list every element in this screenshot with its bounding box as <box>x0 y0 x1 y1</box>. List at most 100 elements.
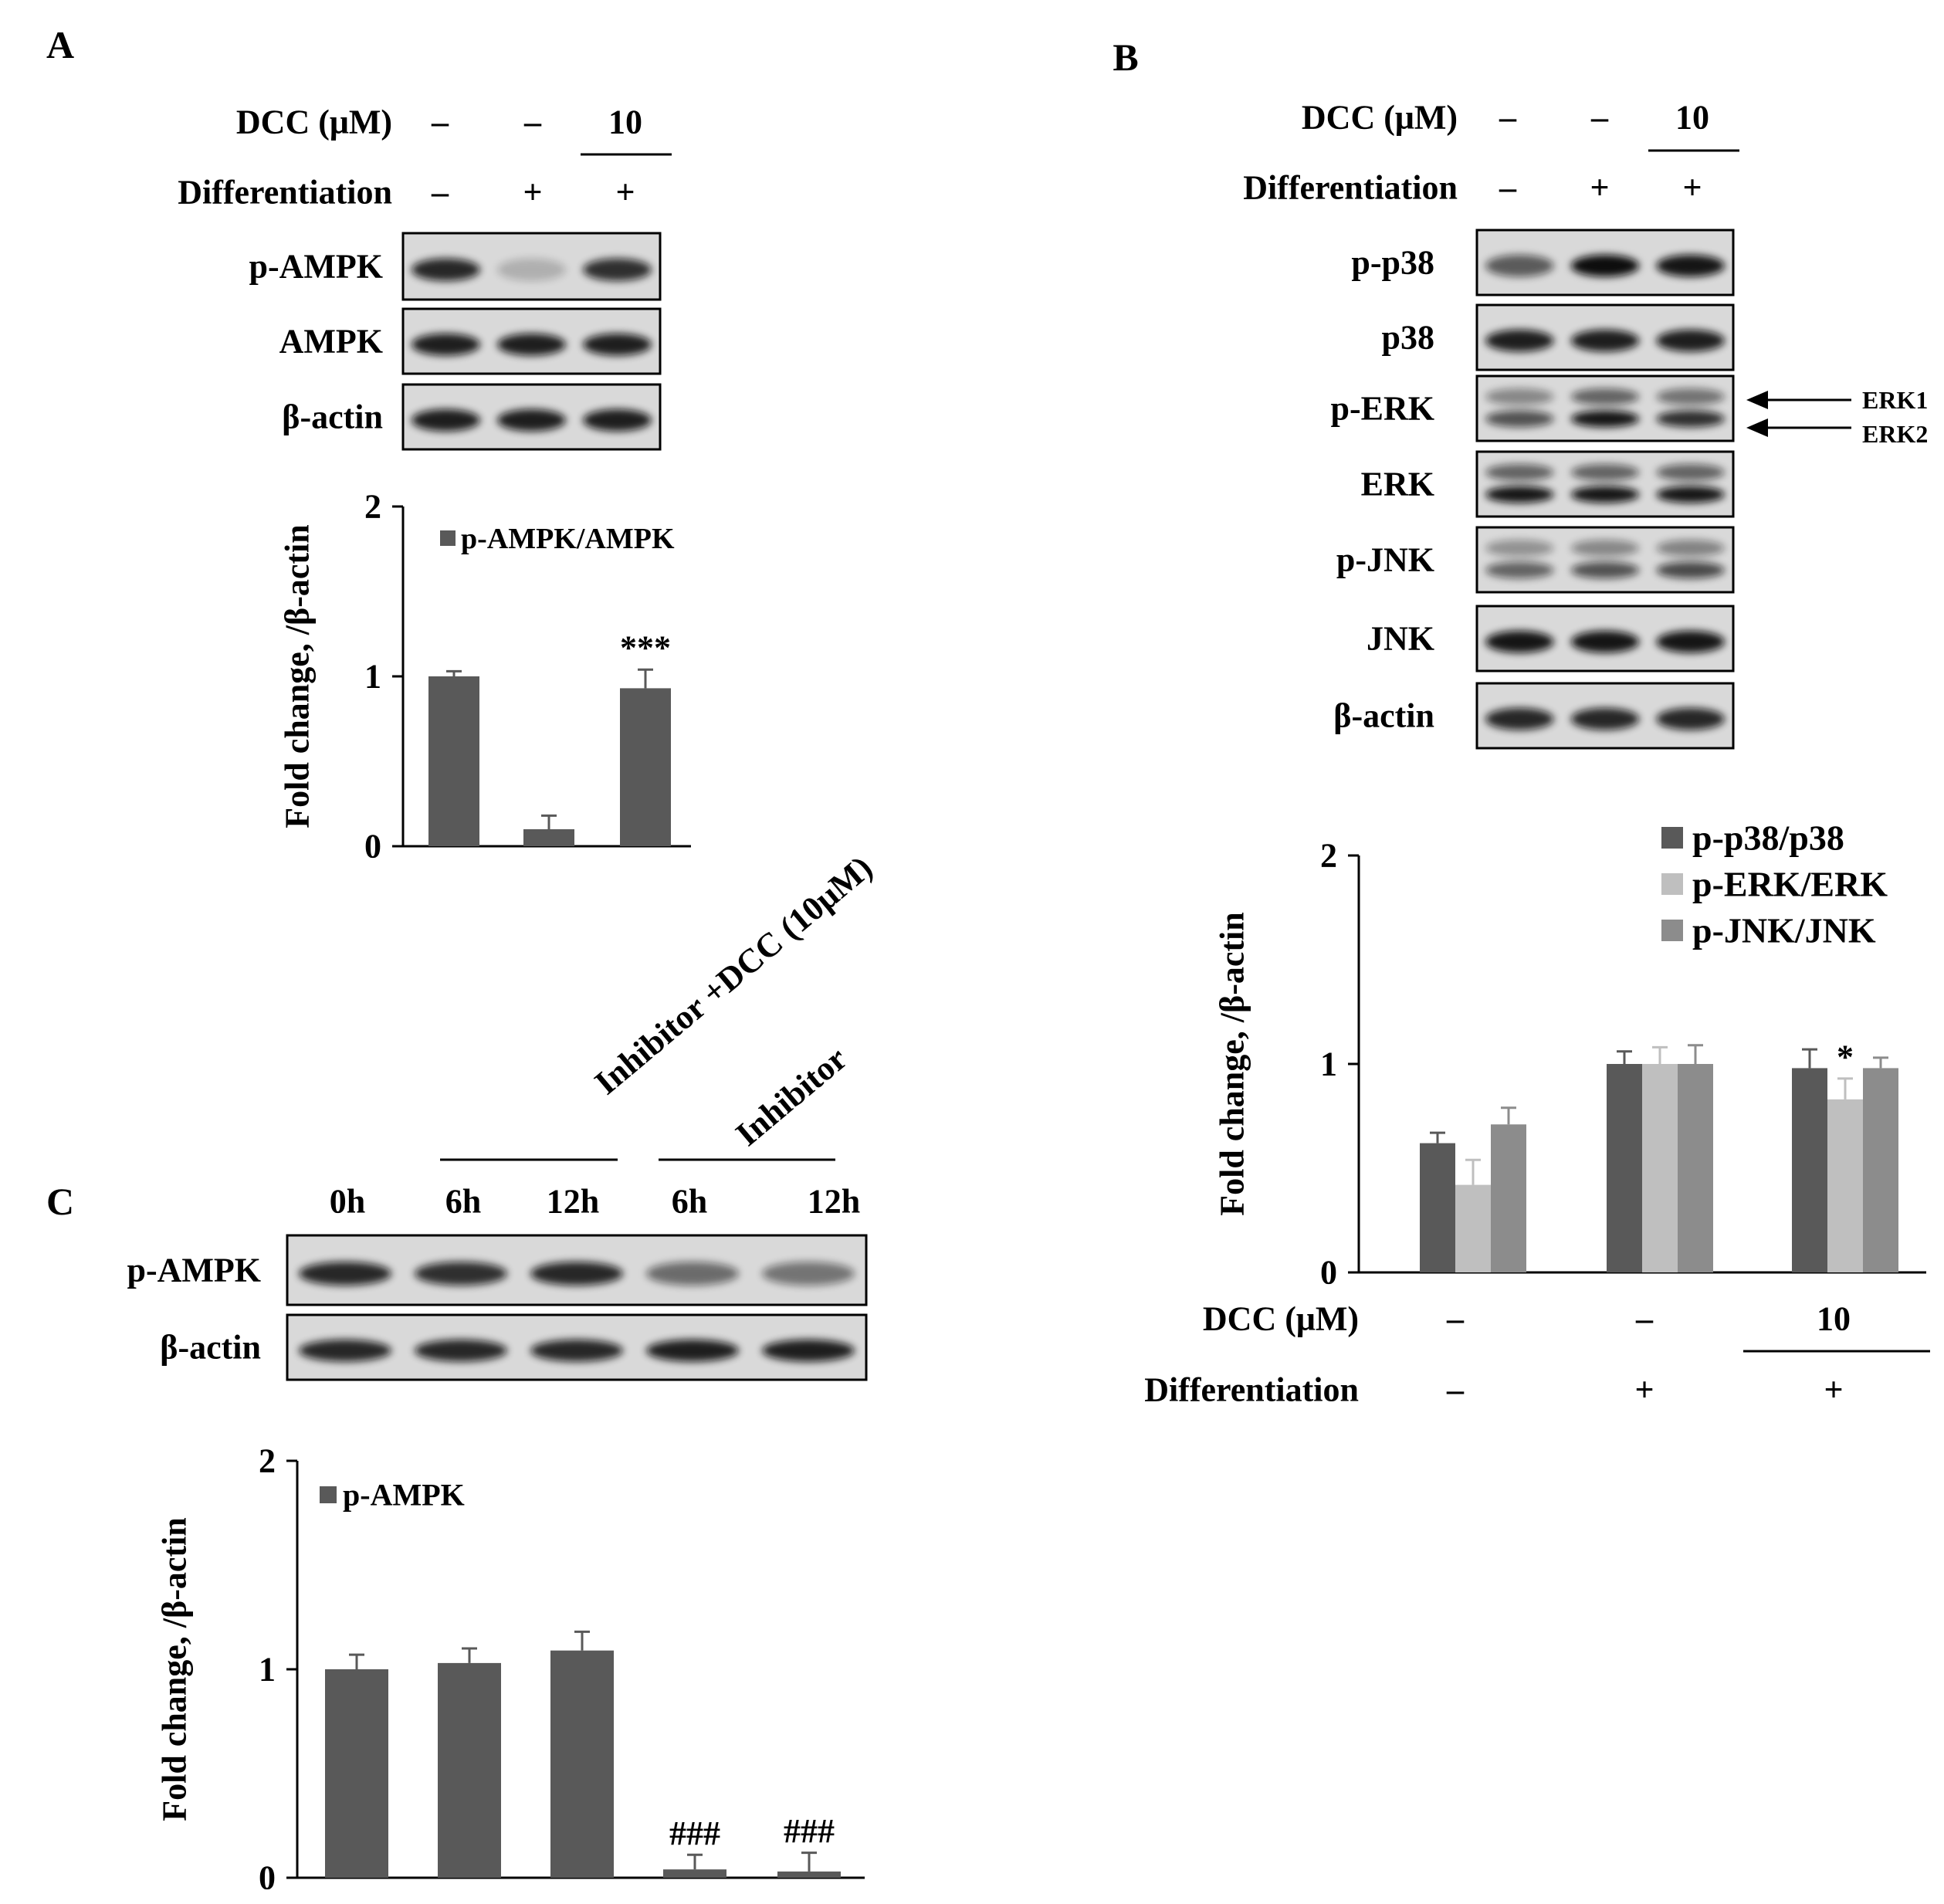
chart-b-dcc-value: – <box>1446 1300 1465 1338</box>
panel-b-diff-value: + <box>1590 169 1609 207</box>
panel-b-blot-pjnk-band <box>1485 539 1554 557</box>
panel-b-blot-actin-label: β-actin <box>1333 697 1434 735</box>
panel-b-blot-pjnk-label: p-JNK <box>1336 541 1434 579</box>
chart-c-y-axis-title: Fold change, /β-actin <box>156 1517 194 1821</box>
chart-b-diff-label: Differentiation <box>1144 1371 1359 1409</box>
panel-c-blot-pampk-band <box>530 1262 623 1286</box>
chart-c-legend-label: p-AMPK <box>343 1478 465 1513</box>
panel-a-diff-value: + <box>615 174 635 212</box>
chart-c-bar <box>438 1662 501 1878</box>
chart-b-legend-label: p-ERK/ERK <box>1692 865 1888 904</box>
chart-b-diff-value: + <box>1634 1371 1654 1409</box>
panel-b-blot-erk-band <box>1656 486 1725 503</box>
panel-a-letter: A <box>46 23 74 66</box>
chart-b-bar <box>1607 1064 1642 1272</box>
chart-a-y-axis-title: Fold change, /β-actin <box>279 524 317 828</box>
panel-a-dcc-value: – <box>431 103 449 141</box>
chart-c-bar <box>325 1669 388 1878</box>
chart-b-significance-label: * <box>1837 1038 1854 1076</box>
panel-b-blot-pp38-band <box>1656 254 1725 277</box>
panel-a-blot-actin-band <box>411 408 480 432</box>
erk-arrow-label: ERK2 <box>1862 420 1928 448</box>
chart-c-bar <box>663 1869 726 1878</box>
chart-b-diff-value: – <box>1446 1371 1465 1409</box>
panel-b-blot-perk-band <box>1485 388 1554 405</box>
panel-b-blot-p38-band <box>1485 329 1554 352</box>
panel-a-blot-pampk-band <box>411 258 480 281</box>
panel-c-lane-label: 6h <box>672 1183 707 1221</box>
chart-b-y-tick-label: 1 <box>1320 1045 1337 1083</box>
panel-c-lane-label: 0h <box>330 1183 365 1221</box>
panel-b-blot-erk-band <box>1485 463 1554 481</box>
chart-b-y-tick-label: 0 <box>1320 1254 1337 1292</box>
panel-b-blot-erk-box <box>1475 450 1735 518</box>
panel-b-dcc-value: – <box>1590 99 1609 137</box>
panel-b-blot-pjnk-band <box>1656 561 1725 579</box>
panel-b-blot-erk-band <box>1570 486 1640 503</box>
chart-b-bar <box>1792 1068 1827 1272</box>
chart-c-y-tick-label: 2 <box>259 1442 276 1480</box>
chart-a-legend-label: p-AMPK/AMPK <box>461 523 675 555</box>
chart-b-legend-label: p-JNK/JNK <box>1692 911 1876 950</box>
chart-c-legend-swatch <box>320 1486 337 1503</box>
panel-b-dcc-value: – <box>1499 99 1517 137</box>
panel-c-blot-actin-band <box>762 1339 855 1362</box>
panel-b-blot-p38-band <box>1570 329 1640 352</box>
panel-a-blot-actin-band <box>583 408 652 432</box>
panel-a-diff-label: Differentiation <box>178 174 392 212</box>
chart-b-legend-swatch <box>1661 827 1683 849</box>
panel-b-blot-pjnk-band <box>1570 561 1640 579</box>
panel-b-blot-actin-band <box>1570 707 1640 730</box>
chart-c-y-tick-label: 0 <box>259 1859 276 1897</box>
panel-c-blot-actin-band <box>530 1339 623 1362</box>
erk-arrow-head <box>1746 418 1768 437</box>
panel-c-blot-pampk-band <box>762 1262 855 1286</box>
panel-b-blot-pp38-band <box>1570 254 1640 277</box>
chart-b-legend-swatch <box>1661 920 1683 941</box>
chart-a-y-tick-label: 0 <box>364 828 381 866</box>
panel-b-blot-perk-band <box>1570 410 1640 428</box>
panel-b-letter: B <box>1113 36 1138 79</box>
chart-b-bar <box>1491 1124 1526 1272</box>
panel-a-blot-pampk-band <box>497 258 566 281</box>
panel-a-blot-ampk-band <box>411 333 480 356</box>
panel-c-lane-label: 12h <box>547 1183 599 1221</box>
chart-a-bar <box>523 829 574 846</box>
chart-b-dcc-value: – <box>1635 1300 1654 1338</box>
chart-b-bar <box>1455 1184 1491 1272</box>
panel-b-blot-jnk-band <box>1656 630 1725 653</box>
chart-a-y-tick-label: 1 <box>364 658 381 696</box>
chart-b-dcc-label: DCC (μM) <box>1203 1300 1359 1338</box>
panel-c-lane-label: 6h <box>445 1183 481 1221</box>
chart-b-y-axis-title: Fold change, /β-actin <box>1214 912 1251 1216</box>
panel-b-dcc-label: DCC (μM) <box>1302 99 1458 137</box>
panel-a-blot-actin-label: β-actin <box>282 398 383 436</box>
chart-a-significance-label: *** <box>620 629 671 667</box>
panel-a-dcc-label: DCC (μM) <box>236 103 392 141</box>
panel-a-blot-ampk-label: AMPK <box>279 323 383 361</box>
chart-b-bar <box>1827 1099 1863 1272</box>
panel-c-blot-pampk-band <box>646 1262 739 1286</box>
panel-b-blot-pjnk-box <box>1475 526 1735 594</box>
panel-b-diff-label: Differentiation <box>1243 169 1458 207</box>
chart-a-legend-swatch <box>440 530 456 546</box>
panel-c-blot-pampk-band <box>415 1262 507 1286</box>
panel-b-blot-jnk-band <box>1570 630 1640 653</box>
erk-arrow-label: ERK1 <box>1862 386 1928 414</box>
panel-c-letter: C <box>46 1180 74 1223</box>
chart-b-bar <box>1642 1064 1678 1272</box>
panel-b-dcc-value: 10 <box>1675 99 1709 137</box>
panel-b-blot-perk-band <box>1485 410 1554 428</box>
panel-c-blot-pampk-band <box>299 1262 391 1286</box>
chart-c-significance-label: ### <box>784 1812 835 1850</box>
panel-a-blot-pampk-label: p-AMPK <box>249 248 383 286</box>
panel-b-blot-actin-band <box>1485 707 1554 730</box>
chart-c-bar <box>777 1871 841 1878</box>
panel-b-blot-pp38-band <box>1485 254 1554 277</box>
panel-b-blot-p38-label: p38 <box>1382 319 1434 357</box>
panel-a-blot-ampk-band <box>583 333 652 356</box>
panel-b-blot-erk-label: ERK <box>1361 466 1434 503</box>
chart-b-bar <box>1678 1064 1713 1272</box>
chart-b-bar <box>1863 1068 1898 1272</box>
erk-arrow-head <box>1746 391 1768 409</box>
